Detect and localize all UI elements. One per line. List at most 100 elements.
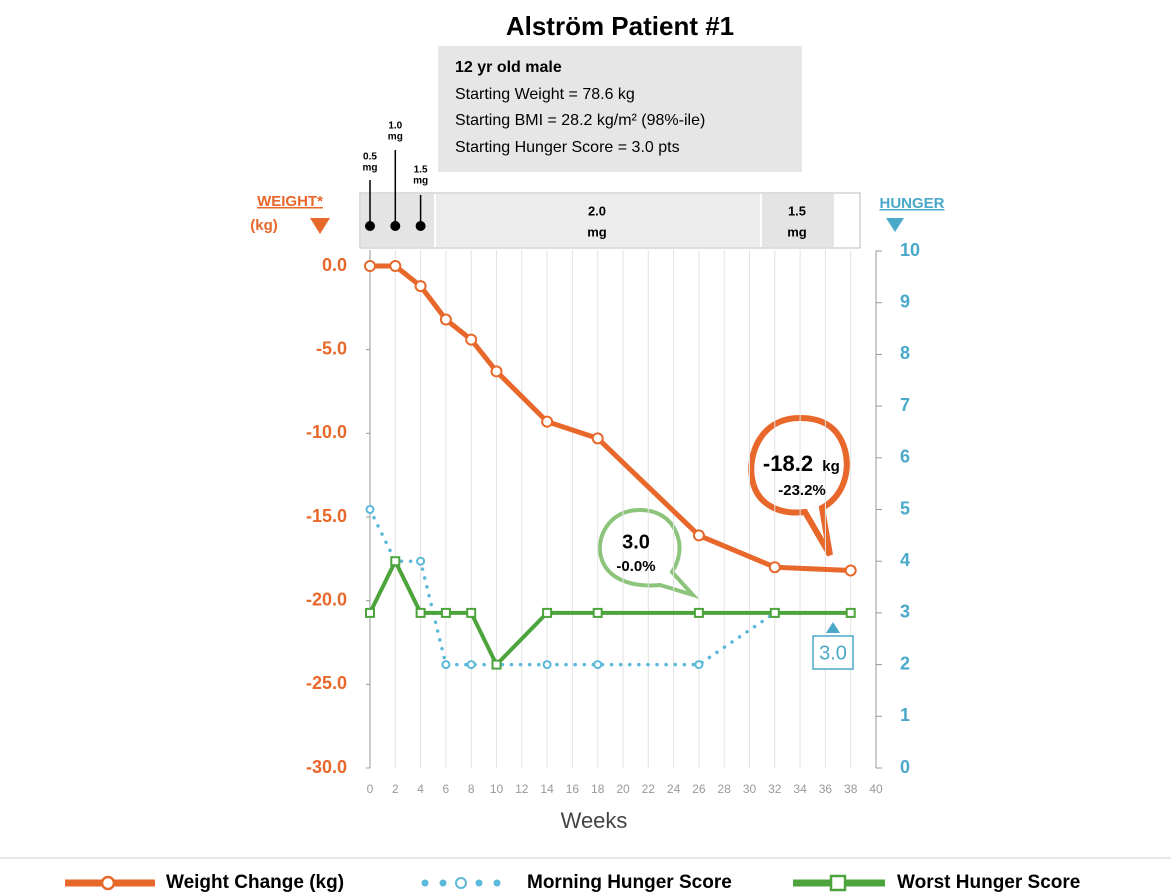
series-line	[368, 507, 853, 667]
y2-tick-label: 1	[900, 705, 910, 725]
dose-label: mg	[388, 132, 403, 143]
x-tick-label: 20	[616, 782, 630, 796]
y-tick-label: -25.0	[306, 673, 347, 693]
y2-tick-label: 8	[900, 343, 910, 363]
annotation-box	[812, 635, 854, 670]
y-tick-label: -15.0	[306, 506, 347, 526]
dose-label: 1.0	[388, 121, 402, 132]
y2-tick-label: 2	[900, 653, 910, 673]
point	[542, 660, 552, 670]
legend-swatch	[455, 877, 467, 889]
dose-cell	[436, 194, 760, 247]
dose-cell	[762, 194, 834, 247]
x-tick-label: 6	[443, 782, 450, 796]
x-tick-label: 36	[819, 782, 833, 796]
point	[844, 564, 857, 577]
y2-tick-label: 10	[900, 240, 920, 260]
y-tick-label: -30.0	[306, 757, 347, 777]
legend-swatch	[439, 879, 447, 887]
point	[439, 313, 452, 326]
dose-label: mg	[787, 224, 807, 239]
x-tick-label: 28	[718, 782, 732, 796]
y-axis-label: (kg)	[250, 217, 278, 234]
x-tick-label: 12	[515, 782, 529, 796]
point	[465, 333, 478, 346]
y-axis-label: WEIGHT*	[257, 193, 323, 210]
x-tick-label: 8	[468, 782, 475, 796]
info-line: Starting BMI = 28.2 kg/m² (98%-ile)	[455, 112, 705, 129]
x-tick-label: 4	[417, 782, 424, 796]
point	[542, 607, 553, 618]
legend-swatch	[493, 879, 501, 887]
legend-swatch	[829, 874, 847, 892]
dose-label: 1.5	[788, 203, 806, 218]
x-tick-label: 34	[793, 782, 807, 796]
point	[769, 607, 780, 618]
x-tick-label: 14	[540, 782, 554, 796]
dose-label: 2.0	[588, 203, 606, 218]
x-tick-label: 0	[367, 782, 374, 796]
point	[415, 607, 426, 618]
y-tick-label: -20.0	[306, 589, 347, 609]
dose-label: mg	[363, 163, 378, 174]
x-axis-label: Weeks	[561, 808, 628, 833]
y2-tick-label: 4	[900, 550, 910, 570]
dose-pin-head	[390, 221, 401, 231]
y2-tick-label: 3	[900, 602, 910, 622]
dose-pin-head	[365, 221, 375, 231]
point	[593, 660, 603, 670]
point	[365, 607, 375, 618]
y2-axis-arrow	[886, 218, 904, 232]
x-tick-label: 22	[642, 782, 656, 796]
point	[466, 607, 477, 618]
annotation: -0.0%	[616, 558, 655, 575]
point	[490, 365, 503, 378]
annotation: 3.0	[622, 531, 650, 553]
point	[768, 561, 781, 574]
y2-tick-label: 5	[900, 498, 910, 518]
point	[592, 607, 603, 618]
y2-tick-label: 0	[900, 757, 910, 777]
y-axis-arrow	[310, 218, 330, 234]
point	[491, 659, 502, 670]
point	[591, 432, 604, 445]
dose-cell	[361, 194, 434, 247]
y2-axis-label: HUNGER	[879, 195, 944, 212]
annotation-arrow	[826, 622, 840, 633]
x-tick-label: 30	[743, 782, 757, 796]
annotation: 3.0	[819, 642, 847, 664]
y-tick-label: -10.0	[306, 422, 347, 442]
point	[845, 607, 856, 618]
y2-tick-label: 7	[900, 395, 910, 415]
y2-tick-label: 9	[900, 291, 910, 311]
dose-label: mg	[587, 224, 607, 239]
point	[466, 660, 476, 670]
x-tick-label: 16	[566, 782, 580, 796]
x-tick-label: 40	[869, 782, 883, 796]
point	[390, 556, 401, 567]
annotation: kg	[822, 458, 840, 475]
annotation: -18.2	[763, 451, 813, 476]
point	[694, 660, 704, 670]
dose-label: 1.5	[414, 165, 428, 176]
point	[416, 556, 426, 566]
legend-label: Worst Hunger Score	[897, 872, 1080, 893]
y2-tick-label: 6	[900, 447, 910, 467]
point	[693, 607, 704, 618]
point	[440, 607, 451, 618]
info-line: Starting Weight = 78.6 kg	[455, 86, 635, 103]
x-tick-label: 10	[490, 782, 504, 796]
dose-label: 0.5	[363, 152, 377, 163]
x-tick-label: 26	[692, 782, 706, 796]
legend-swatch	[421, 879, 429, 887]
point	[365, 505, 375, 514]
annotation: -23.2%	[778, 482, 826, 499]
y-tick-label: 0.0	[322, 255, 347, 275]
y-tick-label: -5.0	[316, 338, 347, 358]
point	[541, 415, 554, 428]
x-tick-label: 38	[844, 782, 858, 796]
legend-swatch	[475, 879, 483, 887]
legend-label: Weight Change (kg)	[166, 872, 344, 893]
info-line: Starting Hunger Score = 3.0 pts	[455, 139, 680, 156]
